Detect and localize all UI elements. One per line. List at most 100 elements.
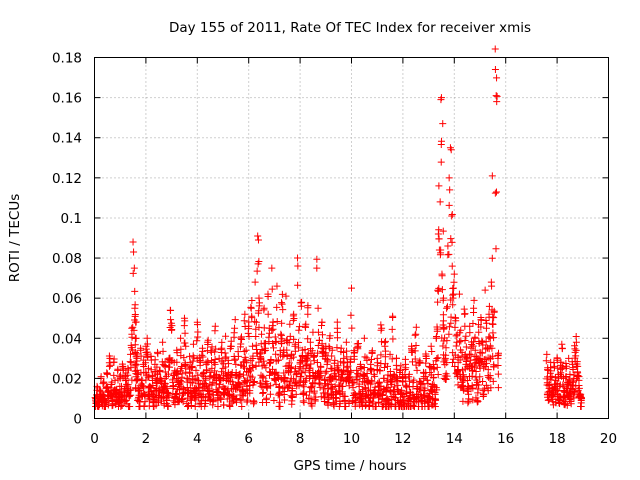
data-point-fill [211,348,219,356]
x-tick-labels: 0 2 4 6 8 10 12 14 16 18 20 [90,431,617,447]
data-point-fill [184,402,192,410]
data-point-fill [388,375,396,383]
data-point-fill [350,355,358,363]
data-point-fill [380,374,388,382]
data-point-fill [247,303,255,311]
data-point-fill [275,383,283,391]
x-tick-label: 18 [549,431,566,447]
data-point-fill [480,364,488,372]
data-point-fill [278,339,286,347]
data-point-fill [180,339,188,347]
data-point-fill [478,337,486,345]
data-point-fill [362,401,370,409]
data-points [91,45,586,410]
data-point [294,254,302,262]
data-point-fill [460,386,468,394]
data-point [258,330,266,338]
data-point-fill [490,363,498,371]
data-point-fill [405,373,413,381]
data-point [254,236,262,244]
data-point [209,378,217,386]
data-point-fill [425,363,433,371]
data-point-fill [301,346,309,354]
data-point [314,304,322,312]
data-point-fill [323,367,331,375]
data-point-fill [396,397,404,405]
data-point-fill [370,394,378,402]
data-point-fill [438,286,446,294]
data-point-fill [251,318,259,326]
data-point-fill [471,363,479,371]
data-point-fill [468,372,476,380]
data-point-fill [367,360,375,368]
data-point-fill [181,329,189,337]
data-point-fill [328,365,336,373]
data-point-fill [110,355,118,363]
data-point-fill [214,402,222,410]
data-point-fill [340,359,348,367]
data-point-fill [375,398,383,406]
data-point-fill [479,377,487,385]
data-point-fill [207,347,215,355]
data-point-fill [288,350,296,358]
data-point [462,332,470,340]
data-point-fill [338,373,346,381]
data-point-fill [462,343,470,351]
data-point-fill [449,301,457,309]
data-point-fill [270,396,278,404]
data-point-fill [352,393,360,401]
data-point [232,360,240,368]
data-point-fill [321,369,329,377]
data-point-fill [191,402,199,410]
data-point-fill [470,309,478,317]
data-point-fill [456,338,464,346]
x-tick-label: 6 [244,431,253,447]
data-point-fill [333,328,341,336]
data-point-fill [238,388,246,396]
data-point-fill [248,361,256,369]
data-point [455,290,463,298]
data-point-fill [324,358,332,366]
data-point-fill [275,372,283,380]
data-point-fill [147,366,155,374]
data-point-fill [161,358,169,366]
data-point-fill [97,373,105,381]
data-point-fill [430,365,438,373]
data-point-fill [283,352,291,360]
data-point-fill [211,367,219,375]
data-point-fill [159,347,167,355]
data-point-fill [464,399,472,407]
data-point-fill [169,376,177,384]
data-point-fill [287,363,295,371]
data-point-fill [469,384,477,392]
data-point-fill [264,310,272,318]
data-point-fill [356,363,364,371]
data-point-fill [459,381,466,389]
y-tick-label: 0.06 [52,291,82,307]
data-point-fill [202,376,210,384]
data-point-fill [245,318,253,326]
data-point-fill [106,361,114,369]
data-point-fill [131,287,139,295]
data-point-fill [487,384,495,392]
data-point-fill [435,235,443,243]
data-point-fill [246,389,254,397]
data-point [475,328,483,336]
data-point-fill [474,385,482,393]
data-point-fill [461,337,469,345]
data-point-fill [227,342,235,350]
data-point-fill [473,376,481,384]
data-point-fill [126,386,134,394]
data-point-fill [445,201,453,209]
data-point-fill [154,350,162,358]
data-point [446,186,454,194]
data-point [360,334,368,342]
data-point-fill [237,333,245,341]
data-point-fill [314,328,322,336]
data-point-fill [475,381,483,389]
data-point-fill [439,342,447,350]
data-point-fill [127,386,135,394]
data-point-fill [401,355,409,363]
data-point-fill [230,329,238,337]
data-point [251,278,259,286]
